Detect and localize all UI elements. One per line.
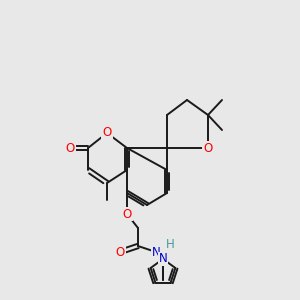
- Text: O: O: [203, 142, 213, 154]
- Text: H: H: [166, 238, 174, 251]
- Text: O: O: [116, 245, 124, 259]
- Text: O: O: [65, 142, 75, 154]
- Text: O: O: [102, 127, 112, 140]
- Text: O: O: [122, 208, 132, 220]
- Text: N: N: [152, 245, 160, 259]
- Text: N: N: [159, 253, 167, 266]
